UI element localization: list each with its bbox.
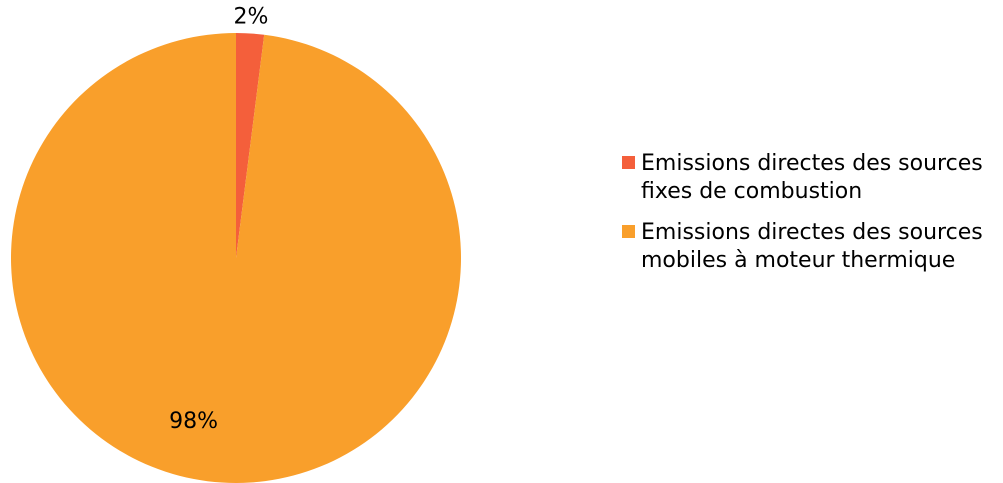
pie-label-fixed-sources: 2% [234, 4, 269, 29]
legend-item-mobile-sources: Emissions directes des sources mobiles à… [622, 219, 1002, 274]
pie-labels: 2% 98% [169, 4, 268, 434]
pie-slices [11, 33, 462, 483]
legend-swatch-mobile-sources [622, 225, 635, 238]
legend-label-mobile-sources: Emissions directes des sources mobiles à… [641, 220, 983, 273]
pie-label-mobile-sources: 98% [169, 409, 218, 434]
pie-slice-mobile-sources [11, 33, 462, 483]
legend-item-fixed-sources: Emissions directes des sources fixes de … [622, 150, 1002, 205]
legend-label-fixed-sources: Emissions directes des sources fixes de … [641, 151, 983, 204]
legend-swatch-fixed-sources [622, 156, 635, 169]
pie-slice-fixed-sources [236, 33, 265, 258]
chart-legend: Emissions directes des sources fixes de … [622, 150, 1002, 288]
pie-chart: 2% 98% [11, 4, 462, 483]
